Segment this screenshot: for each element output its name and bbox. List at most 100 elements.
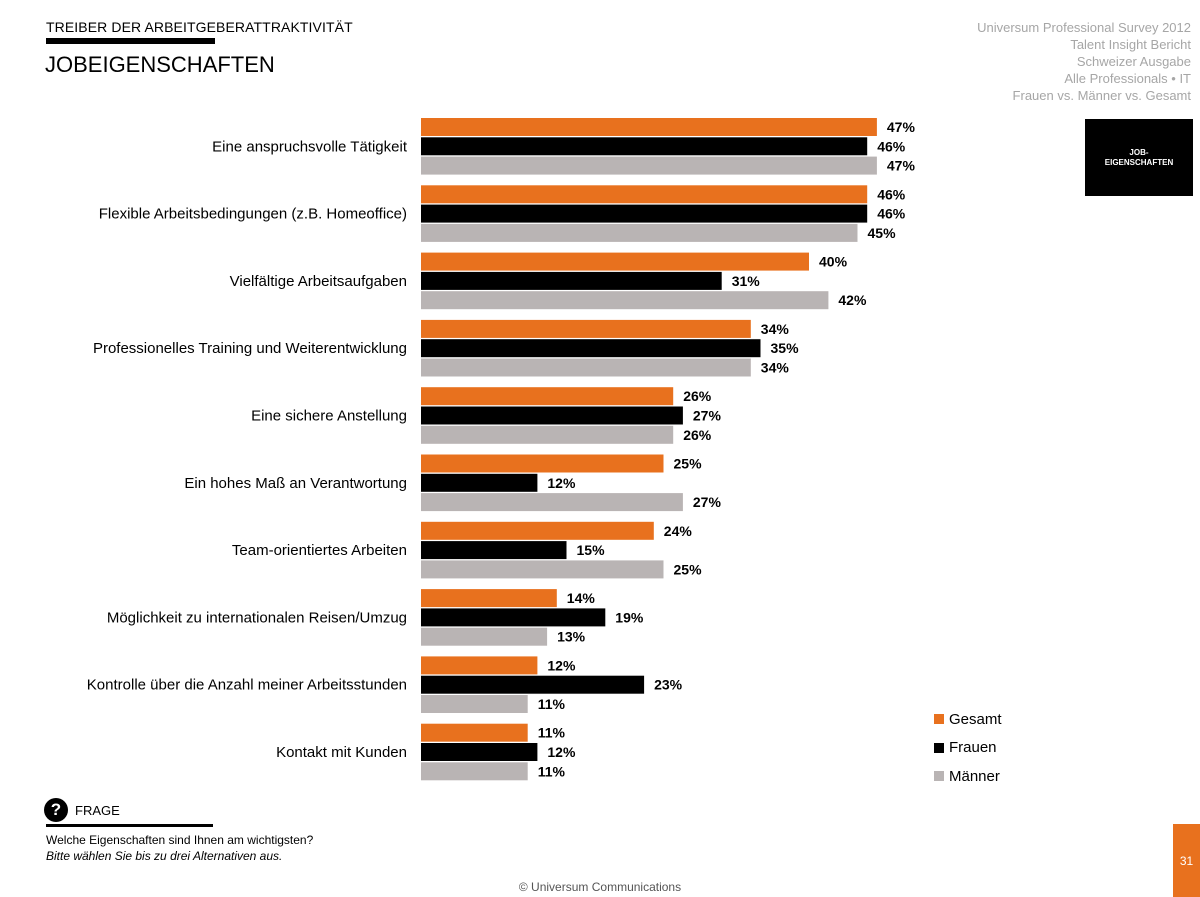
bar-gesamt (421, 387, 674, 406)
legend-label: Männer (949, 767, 1000, 785)
survey-meta: Universum Professional Survey 2012 Talen… (977, 19, 1191, 104)
legend-swatch (934, 714, 944, 725)
data-label: 25% (674, 561, 703, 577)
bar-gesamt (421, 319, 751, 338)
question-label: FRAGE (75, 803, 120, 818)
category-label: Möglichkeit zu internationalen Reisen/Um… (107, 609, 407, 626)
category-label: Professionelles Training und Weiterentwi… (93, 340, 407, 357)
category-label: Vielfältige Arbeitsaufgaben (230, 273, 407, 290)
data-label: 46% (877, 206, 906, 222)
page-title: JOBEIGENSCHAFTEN (45, 52, 275, 77)
data-label: 15% (577, 542, 606, 558)
meta-line: Universum Professional Survey 2012 (977, 20, 1191, 35)
bar-frauen (421, 473, 538, 492)
bar-gesamt (421, 252, 809, 271)
data-label: 14% (567, 590, 596, 606)
section-tag-line: EIGENSCHAFTEN (1104, 157, 1174, 167)
data-label: 19% (615, 609, 644, 625)
data-label: 31% (732, 273, 761, 289)
bar-maenner (421, 762, 528, 781)
bar-frauen (421, 204, 868, 223)
question-note: Bitte wählen Sie bis zu drei Alternative… (46, 849, 283, 863)
meta-line: Alle Professionals • IT (1064, 71, 1191, 86)
bar-frauen (421, 743, 538, 761)
question-icon: ? (44, 798, 68, 822)
bar-gesamt (421, 589, 557, 608)
data-label: 13% (557, 629, 586, 645)
bar-maenner (421, 156, 877, 175)
supertitle-underline (46, 38, 215, 44)
bar-maenner (421, 560, 664, 579)
data-label: 42% (838, 292, 867, 308)
data-label: 47% (887, 119, 916, 135)
category-label: Team-orientiertes Arbeiten (232, 542, 407, 559)
data-label: 11% (538, 725, 566, 741)
bar-maenner (421, 223, 858, 242)
category-label: Kontakt mit Kunden (276, 744, 407, 761)
bar-gesamt (421, 118, 877, 136)
bar-gesamt (421, 656, 538, 675)
meta-line: Talent Insight Bericht (1070, 37, 1191, 52)
bar-gesamt (421, 723, 528, 742)
data-label: 34% (761, 321, 790, 337)
bar-frauen (421, 406, 683, 425)
category-label: Kontrolle über die Anzahl meiner Arbeits… (87, 677, 407, 694)
section-tag[interactable]: JOB- EIGENSCHAFTEN (1085, 119, 1193, 196)
legend-label: Gesamt (949, 710, 1002, 728)
bar-frauen (421, 339, 761, 358)
data-label: 26% (683, 388, 712, 404)
data-label: 23% (654, 677, 683, 693)
category-label: Eine anspruchsvolle Tätigkeit (212, 138, 408, 155)
bar-maenner (421, 358, 751, 377)
legend-item-gesamt: Gesamt (934, 705, 1002, 734)
legend-swatch (934, 742, 944, 753)
data-label: 12% (547, 744, 576, 760)
bar-gesamt (421, 185, 868, 204)
data-label: 35% (771, 340, 800, 356)
data-label: 46% (877, 186, 906, 202)
data-label: 45% (868, 225, 897, 241)
data-label: 34% (761, 360, 790, 376)
legend-label: Frauen (949, 739, 997, 757)
meta-line: Frauen vs. Männer vs. Gesamt (1012, 88, 1191, 103)
data-label: 11% (538, 763, 566, 779)
category-label: Eine sichere Anstellung (251, 408, 407, 425)
bar-frauen (421, 271, 722, 290)
question-underline (46, 824, 213, 827)
copyright: © Universum Communications (518, 880, 682, 894)
data-label: 47% (887, 158, 916, 174)
chart-legend: Gesamt Frauen Männer (934, 705, 1002, 791)
data-label: 27% (693, 494, 722, 510)
category-label: Ein hohes Maß an Verantwortung (184, 475, 407, 492)
bar-maenner (421, 425, 674, 444)
data-label: 40% (819, 254, 848, 270)
data-label: 25% (674, 456, 703, 472)
bar-gesamt (421, 521, 654, 540)
legend-item-maenner: Männer (934, 762, 1002, 791)
data-label: 24% (664, 523, 693, 539)
legend-item-frauen: Frauen (934, 734, 1002, 763)
data-label: 11% (538, 696, 566, 712)
data-label: 12% (547, 657, 576, 673)
data-label: 46% (877, 138, 906, 154)
question-text: Welche Eigenschaften sind Ihnen am wicht… (46, 833, 314, 847)
bar-maenner (421, 291, 829, 310)
bar-frauen (421, 137, 868, 156)
category-label: Flexible Arbeitsbedingungen (z.B. Homeof… (99, 206, 407, 223)
bar-chart: Eine anspruchsvolle Tätigkeit 47% 46% 47% Fl… (87, 118, 916, 781)
supertitle: TREIBER DER ARBEITGEBERATTRAKTIVITÄT (46, 19, 353, 35)
bar-frauen (421, 675, 645, 694)
legend-swatch (934, 771, 944, 782)
data-label: 26% (683, 427, 712, 443)
data-label: 12% (547, 475, 576, 491)
question-block: Welche Eigenschaften sind Ihnen am wicht… (46, 832, 313, 864)
bar-maenner (421, 627, 548, 646)
bar-gesamt (421, 454, 664, 473)
bar-frauen (421, 541, 567, 560)
bar-frauen (421, 608, 606, 627)
bar-maenner (421, 695, 528, 713)
data-label: 27% (693, 408, 722, 424)
meta-line: Schweizer Ausgabe (1076, 54, 1191, 69)
section-tag-line: JOB- (1129, 147, 1149, 157)
page-number: 31 (1173, 824, 1200, 897)
